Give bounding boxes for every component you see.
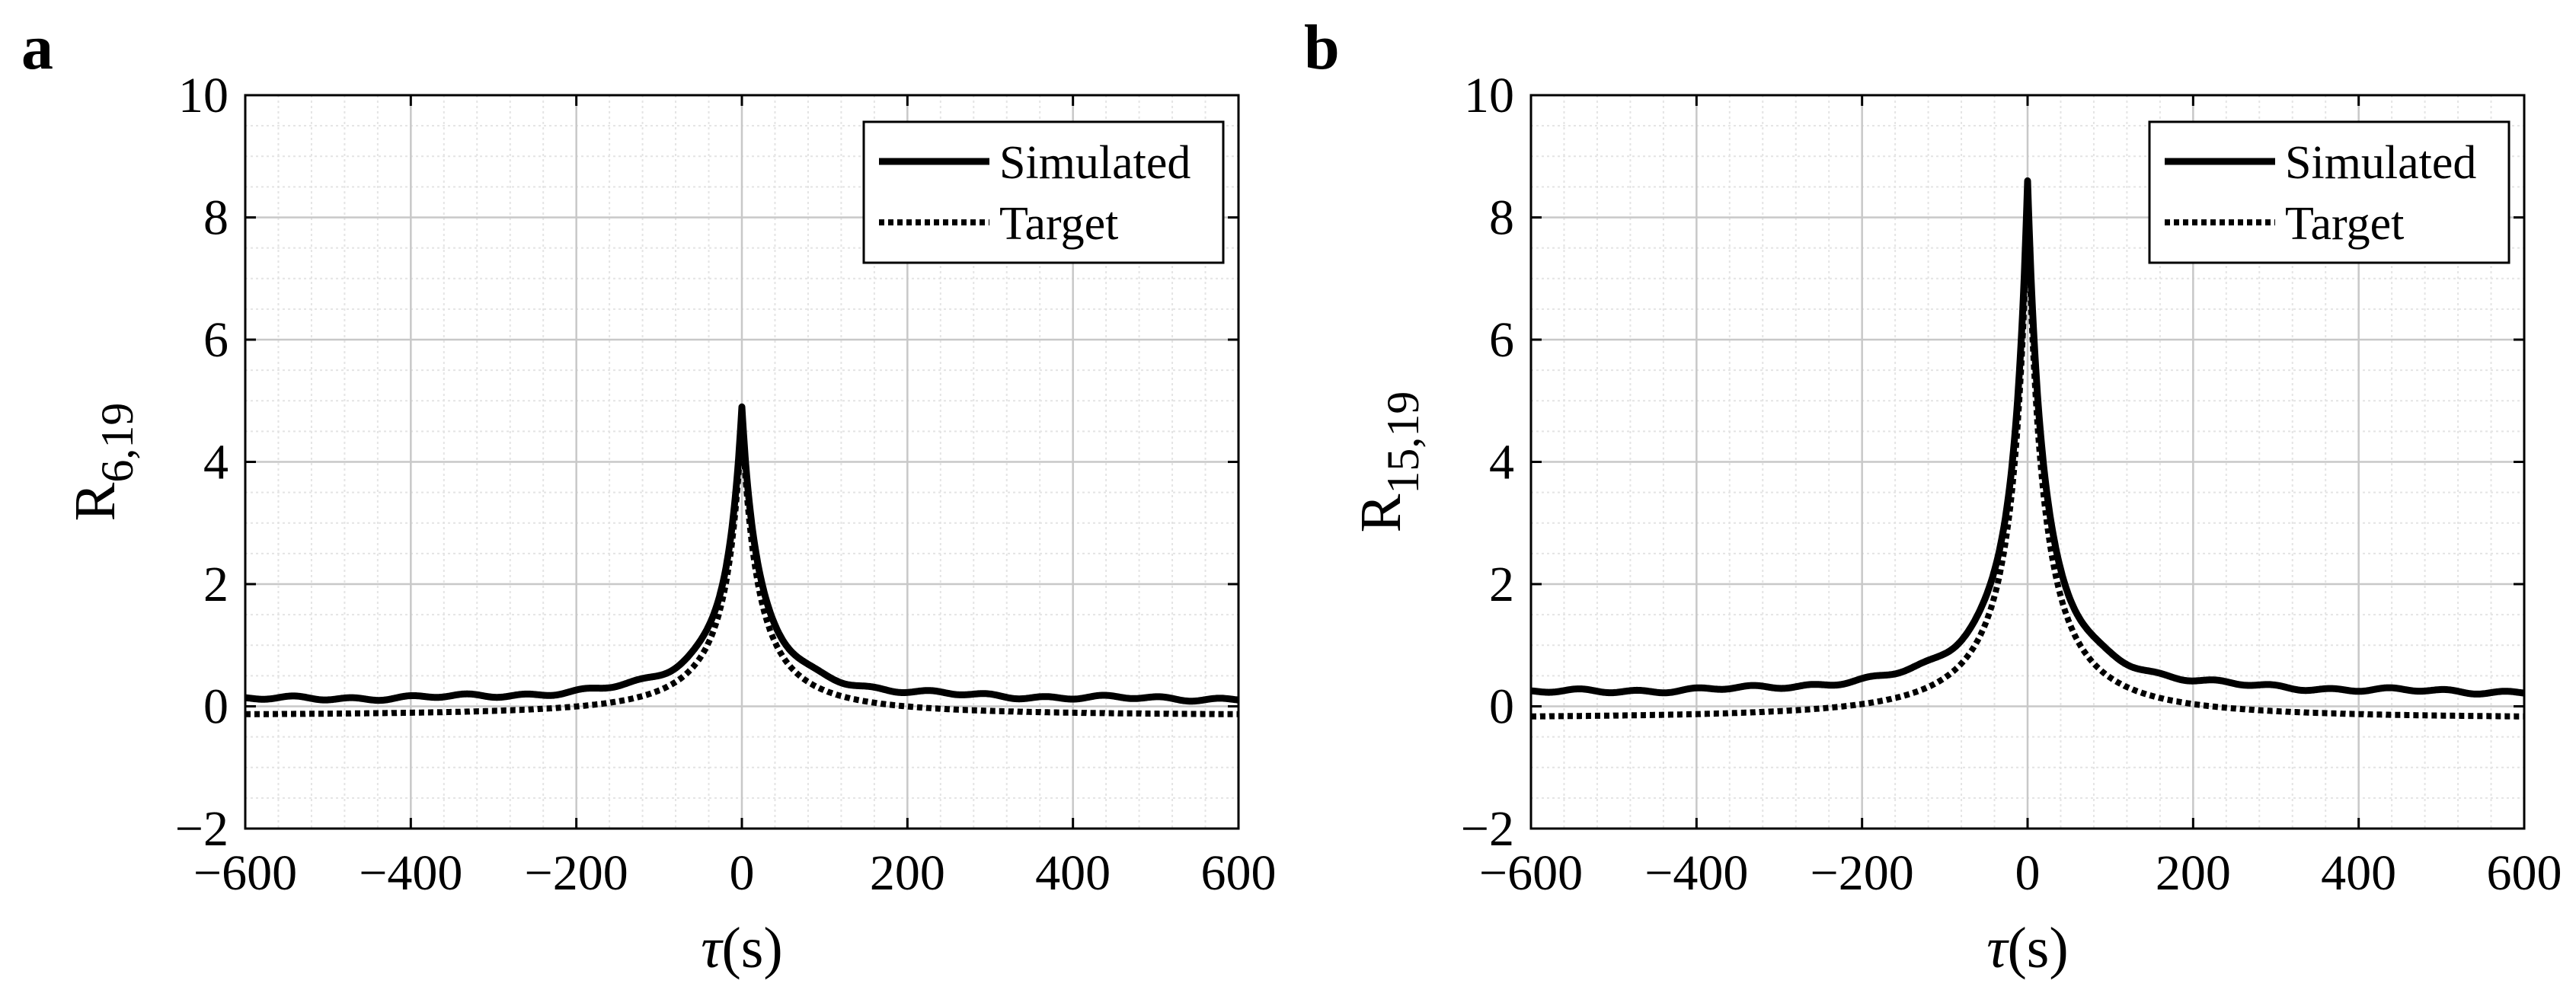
y-axis-title: R6,19 xyxy=(63,403,142,522)
x-axis-title: τ(s) xyxy=(1986,916,2068,980)
x-axis-title: τ(s) xyxy=(701,916,782,980)
x-axis-title-unit: (s) xyxy=(2008,916,2069,980)
x-tick-label: −600 xyxy=(1479,845,1583,901)
y-tick-label: 4 xyxy=(1489,435,1514,490)
y-tick-label: 10 xyxy=(1464,68,1514,123)
y-tick-label: 8 xyxy=(203,190,229,246)
x-tick-label: 200 xyxy=(870,845,945,901)
y-axis-title: R15,19 xyxy=(1349,391,1428,533)
chart-panel-b: −600 −400 −200 0 200 400 600 −2 0 2 4 6 8 10 τ(s) R15,1… xyxy=(1304,12,2562,980)
chart-panel-a: −600 −400 −200 0 200 400 600 −2 0 2 4 6 8 10 τ(s) R6,19… xyxy=(21,12,1277,980)
legend-label-simulated: Simulated xyxy=(2285,137,2476,189)
x-axis-title-symbol: τ xyxy=(1986,916,2009,980)
x-tick-label: 600 xyxy=(1201,845,1277,901)
x-tick-label: −200 xyxy=(1811,845,1914,901)
x-tick-label: −400 xyxy=(359,845,462,901)
y-axis-title-base: R xyxy=(63,482,127,521)
legend-label-simulated: Simulated xyxy=(999,137,1191,189)
y-tick-label: 2 xyxy=(1489,557,1514,612)
x-tick-label: 400 xyxy=(2321,845,2396,901)
x-tick-label: 600 xyxy=(2487,845,2562,901)
legend: Simulated Target xyxy=(862,120,1225,264)
y-tick-label: 2 xyxy=(203,557,229,612)
x-tick-label: −400 xyxy=(1644,845,1748,901)
x-axis-title-symbol: τ xyxy=(701,916,724,980)
legend-box xyxy=(862,120,1225,264)
x-tick-label: 400 xyxy=(1035,845,1111,901)
y-tick-label: 10 xyxy=(178,68,229,123)
legend: Simulated Target xyxy=(2148,120,2510,264)
x-tick-label: 0 xyxy=(730,845,755,901)
y-axis-title-subscript: 15,19 xyxy=(1378,391,1428,494)
y-axis-title-base: R xyxy=(1349,493,1413,532)
series-line-target xyxy=(243,416,1241,717)
y-tick-label: −2 xyxy=(1461,801,1514,857)
y-tick-label: 0 xyxy=(203,679,229,735)
y-tick-label: 6 xyxy=(203,312,229,368)
legend-label-target: Target xyxy=(2285,198,2404,250)
x-tick-label: −600 xyxy=(193,845,297,901)
y-tick-label: 0 xyxy=(1489,679,1514,735)
series-line-simulated xyxy=(242,403,1242,705)
legend-box xyxy=(2148,120,2510,264)
y-tick-label: −2 xyxy=(175,801,229,857)
x-axis-title-unit: (s) xyxy=(722,916,783,980)
x-tick-label: −200 xyxy=(525,845,628,901)
series-line-simulated xyxy=(1528,177,2527,698)
panel-label: b xyxy=(1304,12,1340,83)
y-tick-label: 6 xyxy=(1489,312,1514,368)
y-tick-label: 4 xyxy=(203,435,229,490)
panel-label: a xyxy=(21,12,53,83)
y-axis-title-subscript: 6,19 xyxy=(92,403,142,483)
x-tick-label: 200 xyxy=(2156,845,2231,901)
x-tick-label: 0 xyxy=(2015,845,2041,901)
legend-label-target: Target xyxy=(999,198,1118,250)
y-tick-label: 8 xyxy=(1489,190,1514,246)
series-line-target xyxy=(1529,202,2526,720)
